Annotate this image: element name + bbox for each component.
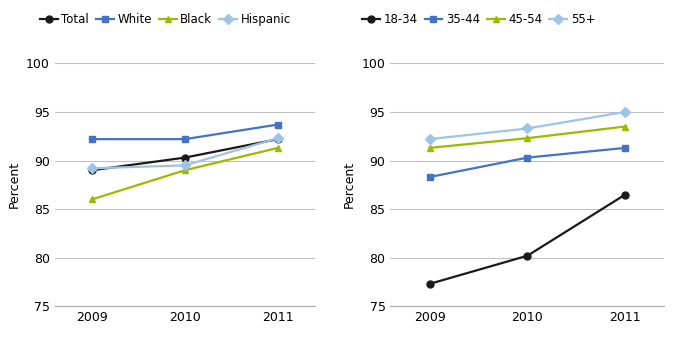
- Legend: 18-34, 35-44, 45-54, 55+: 18-34, 35-44, 45-54, 55+: [362, 13, 595, 26]
- Y-axis label: Percent: Percent: [343, 161, 356, 208]
- Y-axis label: Percent: Percent: [8, 161, 21, 208]
- Legend: Total, White, Black, Hispanic: Total, White, Black, Hispanic: [40, 13, 291, 26]
